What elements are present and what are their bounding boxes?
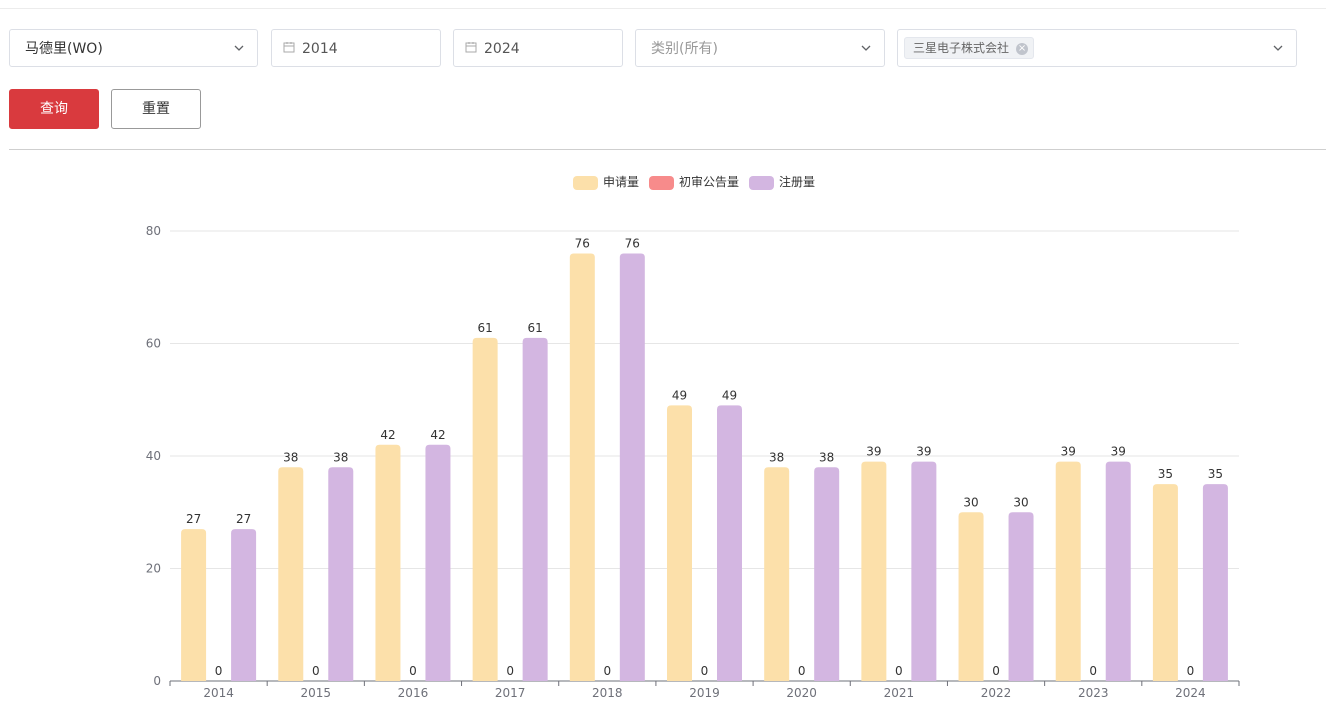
bar	[375, 444, 401, 681]
category-placeholder: 类别(所有)	[651, 41, 718, 57]
data-label: 39	[1061, 445, 1076, 459]
bar	[958, 512, 984, 681]
data-label: 0	[895, 664, 903, 678]
bar	[522, 337, 548, 681]
chevron-down-icon	[1273, 45, 1283, 51]
data-label: 38	[333, 450, 348, 464]
office-select-value: 马德里(WO)	[25, 41, 103, 57]
category-select[interactable]: 类别(所有)	[635, 29, 885, 67]
calendar-icon	[465, 42, 477, 53]
tag-close-icon[interactable]: ×	[1016, 43, 1029, 55]
data-label: 0	[312, 664, 320, 678]
bar	[814, 467, 840, 681]
legend-swatch	[573, 176, 598, 190]
data-label: 39	[1111, 445, 1126, 459]
data-label: 76	[625, 237, 640, 251]
data-label: 0	[1187, 664, 1195, 678]
data-label: 0	[798, 664, 806, 678]
x-tick-label: 2019	[689, 686, 720, 700]
data-label: 30	[963, 495, 978, 509]
legend-swatch	[749, 176, 774, 190]
data-label: 27	[186, 512, 201, 526]
bar	[328, 467, 354, 681]
end-year-value: 2024	[484, 41, 520, 57]
data-label: 27	[236, 512, 251, 526]
y-tick-label: 20	[146, 562, 161, 576]
y-tick-label: 0	[153, 674, 161, 688]
legend-swatch	[649, 176, 674, 190]
x-tick-label: 2016	[398, 686, 429, 700]
data-label: 61	[477, 321, 492, 335]
start-year-picker[interactable]: 2014	[271, 29, 441, 67]
x-tick-label: 2017	[495, 686, 526, 700]
data-label: 0	[701, 664, 709, 678]
data-label: 42	[430, 428, 445, 442]
data-label: 38	[819, 450, 834, 464]
top-divider	[0, 8, 1326, 9]
x-tick-label: 2023	[1078, 686, 1109, 700]
legend-label: 注册量	[779, 175, 816, 189]
bar	[667, 405, 692, 681]
data-label: 35	[1158, 467, 1173, 481]
data-label: 0	[992, 664, 1000, 678]
chevron-down-icon	[861, 45, 871, 51]
y-tick-label: 80	[146, 224, 161, 238]
bar	[278, 467, 304, 681]
applicant-tag: 三星电子株式会社 ×	[904, 37, 1035, 59]
reset-button[interactable]: 重置	[111, 89, 201, 129]
end-year-picker[interactable]: 2024	[453, 29, 623, 67]
data-label: 30	[1013, 495, 1028, 509]
x-tick-label: 2022	[981, 686, 1012, 700]
data-label: 42	[380, 428, 395, 442]
bar	[717, 405, 742, 681]
x-tick-label: 2018	[592, 686, 623, 700]
bar	[1008, 512, 1034, 681]
data-label: 39	[916, 445, 931, 459]
data-label: 35	[1208, 467, 1223, 481]
calendar-icon	[283, 42, 295, 53]
data-label: 38	[283, 450, 298, 464]
bar	[619, 253, 645, 681]
x-tick-label: 2020	[786, 686, 817, 700]
data-label: 76	[575, 237, 590, 251]
data-label: 0	[409, 664, 417, 678]
data-label: 49	[672, 388, 687, 402]
bar	[1152, 484, 1178, 681]
data-label: 39	[866, 445, 881, 459]
data-label: 0	[506, 664, 514, 678]
bar	[1055, 461, 1081, 681]
bar	[472, 337, 498, 681]
data-label: 49	[722, 388, 737, 402]
data-label: 38	[769, 450, 784, 464]
bar	[764, 467, 790, 681]
data-label: 0	[215, 664, 223, 678]
bar	[181, 529, 207, 681]
chevron-down-icon	[234, 45, 244, 51]
start-year-value: 2014	[302, 41, 338, 57]
section-divider	[9, 149, 1326, 150]
bar	[231, 529, 257, 681]
x-tick-label: 2015	[300, 686, 331, 700]
data-label: 61	[527, 321, 542, 335]
query-button[interactable]: 查询	[9, 89, 99, 129]
bar	[425, 444, 451, 681]
y-tick-label: 40	[146, 449, 161, 463]
applicant-tag-label: 三星电子株式会社	[913, 41, 1010, 55]
y-tick-label: 60	[146, 337, 161, 351]
bar	[911, 461, 937, 681]
bar	[1202, 484, 1228, 681]
applicant-select[interactable]: 三星电子株式会社 ×	[897, 29, 1297, 67]
data-label: 0	[1089, 664, 1097, 678]
legend-label: 申请量	[603, 175, 640, 189]
x-tick-label: 2021	[884, 686, 915, 700]
x-tick-label: 2024	[1175, 686, 1206, 700]
bar	[861, 461, 887, 681]
office-select[interactable]: 马德里(WO)	[9, 29, 258, 67]
x-tick-label: 2014	[203, 686, 234, 700]
bar	[569, 253, 595, 681]
legend-label: 初审公告量	[679, 175, 740, 189]
bar	[1105, 461, 1131, 681]
data-label: 0	[603, 664, 611, 678]
